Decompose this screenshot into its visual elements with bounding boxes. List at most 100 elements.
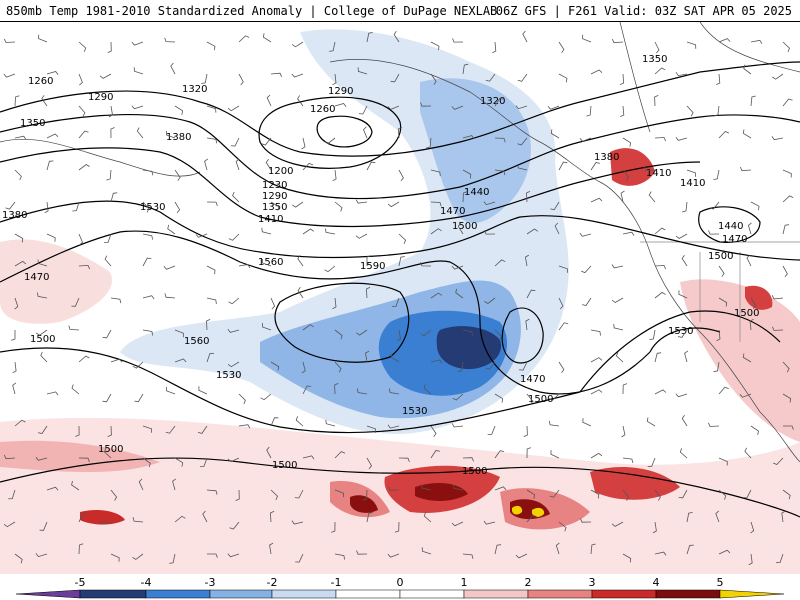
- wind-barb: [292, 201, 304, 208]
- wind-barb: [494, 486, 507, 491]
- wind-barb: [430, 292, 443, 299]
- wind-barb: [582, 34, 592, 43]
- warm-anomaly-northeast: [610, 148, 655, 186]
- wind-barb: [325, 228, 336, 235]
- wind-barb: [365, 350, 370, 363]
- wind-barb: [78, 233, 83, 246]
- wind-barb: [420, 261, 432, 267]
- wind-barb: [174, 358, 187, 363]
- wind-barb: [620, 105, 625, 118]
- wind-barb: [654, 389, 667, 395]
- height-contours: [0, 61, 800, 518]
- colorbar-swatch: [463, 589, 529, 599]
- wind-barb: [334, 103, 347, 107]
- wind-barb: [227, 553, 240, 558]
- colorbar-tick-label: 5: [717, 576, 724, 589]
- contour-label: 1590: [360, 261, 385, 272]
- wind-barb: [686, 169, 697, 177]
- wind-barb: [590, 452, 603, 459]
- wind-barb: [526, 447, 531, 459]
- colorbar-tick-label: 1: [461, 576, 468, 589]
- wind-barb: [748, 553, 753, 566]
- wind-barb: [686, 512, 693, 523]
- contour-label: 1500: [528, 394, 553, 405]
- warm-anomaly-extreme-2: [532, 507, 545, 517]
- wind-barb: [526, 514, 537, 523]
- wind-barb: [430, 73, 437, 85]
- wind-barb: [38, 34, 48, 43]
- wind-barb: [366, 425, 377, 433]
- colorbar-swatch: [591, 589, 657, 599]
- colorbar: -5 -4 -3 -2 -1 0 1 2 3 4 5: [0, 574, 800, 600]
- wind-barb: [590, 197, 603, 203]
- colorbar-tick-label: 0: [397, 576, 404, 589]
- wind-barb: [387, 105, 400, 110]
- wind-barb: [396, 329, 401, 342]
- contour-label: 1440: [718, 221, 743, 232]
- contour-label: 1440: [464, 187, 489, 198]
- wind-barb: [46, 160, 54, 171]
- wind-barb: [332, 297, 337, 310]
- wind-barb: [35, 553, 48, 558]
- wind-barb: [782, 393, 792, 403]
- colorbar-tick-label: -2: [267, 576, 278, 589]
- wind-barb: [199, 457, 208, 467]
- anomaly-map: 1260 1290 1320 1350 1380 1290 1260 1200 …: [0, 22, 800, 574]
- contour-label: 1380: [2, 210, 27, 221]
- wind-barb: [586, 105, 592, 117]
- contour-label: 1530: [402, 406, 427, 417]
- wind-barb: [739, 166, 752, 172]
- wind-barb: [366, 255, 371, 266]
- wind-barb: [260, 393, 272, 401]
- wind-barb: [515, 105, 528, 110]
- wind-barb: [291, 73, 304, 78]
- warm-anomaly-band-5: [80, 509, 125, 525]
- wind-barb: [679, 448, 688, 459]
- wind-barb: [485, 361, 496, 370]
- contour-label: 1530: [216, 370, 241, 381]
- colorbar-tick-label: -5: [75, 576, 86, 589]
- wind-barb: [235, 158, 240, 171]
- wind-barb: [138, 478, 144, 491]
- wind-barb: [78, 164, 90, 171]
- wind-barb: [142, 201, 150, 213]
- wind-barb: [3, 38, 16, 43]
- wind-barb: [644, 166, 656, 171]
- wind-barb: [238, 424, 251, 429]
- wind-barb: [174, 515, 186, 523]
- wind-barb: [524, 254, 530, 267]
- contour-label: 1260: [28, 76, 53, 87]
- wind-barb: [228, 297, 240, 305]
- contour-label: 1470: [520, 374, 545, 385]
- wind-barb: [484, 230, 496, 235]
- wind-barb: [772, 326, 784, 331]
- wind-barb: [494, 393, 504, 403]
- wind-barb: [142, 329, 154, 336]
- wind-barb: [558, 73, 568, 83]
- wind-barb: [110, 489, 118, 501]
- wind-barb: [8, 489, 16, 500]
- wind-barb: [749, 318, 754, 331]
- wind-barb: [106, 169, 112, 181]
- wind-barb: [390, 353, 400, 363]
- wind-barb: [715, 510, 720, 523]
- colorbar-tick-label: 2: [525, 576, 532, 589]
- wind-barb: [198, 386, 208, 395]
- wind-barb: [675, 393, 688, 398]
- wind-barb: [453, 484, 464, 491]
- wind-barb: [743, 64, 752, 75]
- wind-barb: [718, 265, 725, 277]
- wind-barb: [771, 136, 784, 141]
- wind-barb: [611, 264, 624, 269]
- wind-barb: [558, 521, 567, 532]
- wind-barb: [423, 384, 432, 395]
- wind-barb: [525, 190, 531, 203]
- contour-label: 1290: [88, 92, 113, 103]
- wind-barb: [142, 425, 153, 433]
- wind-barb: [206, 137, 218, 144]
- wind-barb: [325, 419, 336, 427]
- wind-barb: [356, 550, 368, 555]
- wind-barb: [164, 293, 176, 299]
- wind-barb: [228, 233, 240, 241]
- wind-barb: [718, 489, 727, 500]
